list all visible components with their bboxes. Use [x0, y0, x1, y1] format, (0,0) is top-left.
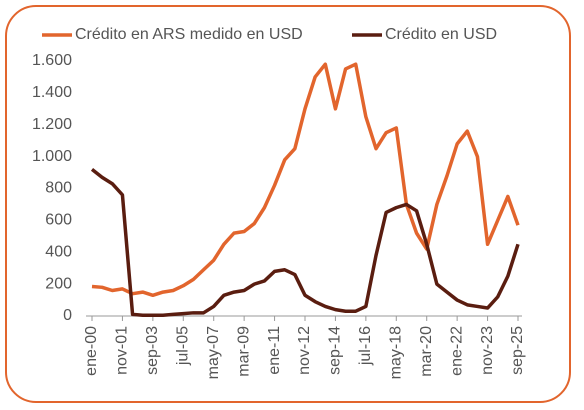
x-tick-label: ene-11 — [266, 326, 283, 375]
x-tick-label: sep-14 — [327, 326, 344, 375]
frame — [5, 5, 571, 403]
x-tick-label: nov-12 — [296, 326, 313, 375]
x-tick-label: sep-03 — [144, 326, 161, 375]
x-tick-label: may-07 — [205, 326, 222, 379]
x-tick-label: mar-20 — [418, 326, 435, 377]
x-tick-label: sep-25 — [509, 326, 526, 375]
x-tick-label: jul-05 — [175, 326, 192, 366]
x-tick-label: nov-01 — [114, 326, 131, 375]
y-tick-label: 200 — [45, 275, 72, 292]
y-tick-label: 1.000 — [32, 148, 72, 165]
legend-label: Crédito en USD — [385, 26, 497, 43]
y-tick-label: 1.200 — [32, 116, 72, 133]
series-line — [90, 167, 520, 317]
x-tick-label: nov-23 — [479, 326, 496, 375]
y-tick-label: 800 — [45, 180, 72, 197]
x-tick-label: ene-00 — [83, 326, 100, 376]
legend-label: Crédito en ARS medido en USD — [75, 26, 303, 43]
y-tick-label: 600 — [45, 212, 72, 229]
y-tick-label: 1.600 — [32, 52, 72, 69]
y-tick-label: 1.400 — [32, 84, 72, 101]
x-tick-label: ene-22 — [448, 326, 465, 376]
y-tick-label: 0 — [63, 307, 72, 324]
x-tick-label: may-18 — [388, 326, 405, 379]
y-tick-label: 400 — [45, 243, 72, 260]
series-line — [91, 62, 520, 298]
x-tick-label: jul-16 — [357, 326, 374, 366]
x-tick-label: mar-09 — [235, 326, 252, 377]
